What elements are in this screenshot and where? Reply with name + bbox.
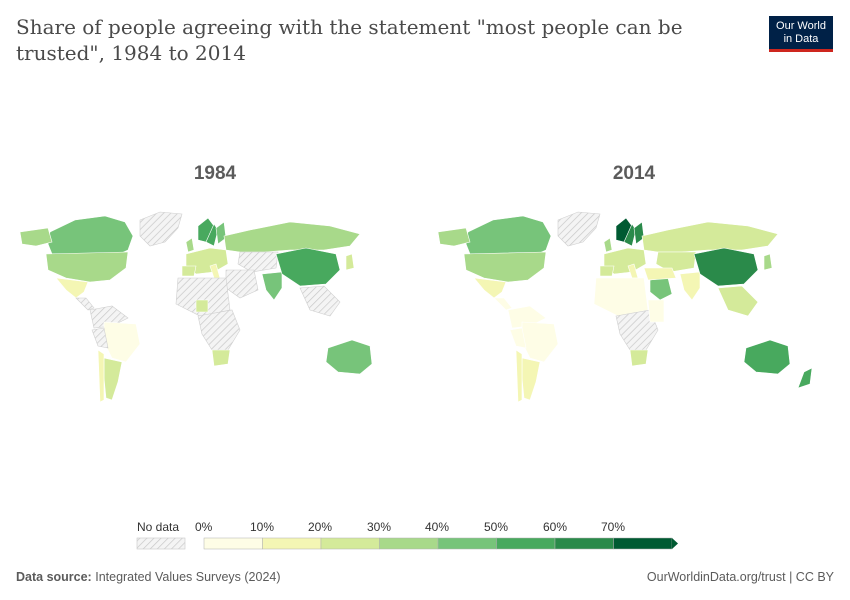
legend-bin-5[interactable]	[496, 537, 556, 550]
world-maps	[19, 211, 813, 403]
region-middle-east[interactable]	[225, 269, 259, 299]
region-south-africa[interactable]	[211, 349, 231, 367]
legend-bin-0[interactable]	[203, 537, 263, 550]
region-east-africa-2014[interactable]	[647, 299, 665, 323]
region-brazil-2014[interactable]	[521, 321, 559, 363]
legend-arrow	[672, 538, 678, 549]
region-uk-2014[interactable]	[603, 237, 613, 253]
region-spain-2014[interactable]	[599, 265, 615, 277]
logo-line-2: in Data	[783, 33, 819, 45]
footer-source: Data source: Integrated Values Surveys (…	[16, 570, 281, 584]
region-argentina-2014[interactable]	[521, 357, 541, 401]
region-china-2014[interactable]	[693, 247, 759, 287]
panel-title-1984: 1984	[193, 163, 237, 184]
region-central-america-2014[interactable]	[493, 297, 513, 311]
legend-bin-7[interactable]	[613, 537, 673, 550]
region-south-america-north-2014[interactable]	[507, 305, 547, 329]
footer-source-text[interactable]: Integrated Values Surveys (2024)	[95, 570, 281, 584]
region-canada[interactable]	[47, 215, 134, 257]
map-2014	[437, 211, 813, 403]
region-australia-2014[interactable]	[743, 339, 791, 375]
region-brazil[interactable]	[103, 321, 141, 363]
region-india[interactable]	[261, 271, 283, 301]
region-saudi-arabia-2014[interactable]	[649, 277, 673, 301]
region-nigeria[interactable]	[195, 299, 209, 313]
region-uk[interactable]	[185, 237, 195, 253]
legend-tick-60: 60%	[543, 520, 568, 534]
legend-tick-50: 50%	[484, 520, 509, 534]
region-north-africa-2014[interactable]	[593, 277, 649, 317]
logo-line-1: Our World	[776, 20, 826, 32]
region-mexico[interactable]	[55, 277, 89, 299]
owid-logo[interactable]: Our World in Data	[769, 16, 833, 52]
region-south-africa-2014[interactable]	[629, 349, 649, 367]
region-new-zealand-2014[interactable]	[797, 367, 813, 389]
region-japan-2014[interactable]	[763, 253, 773, 271]
region-mexico-2014[interactable]	[473, 277, 507, 299]
legend-tick-70: 70%	[601, 520, 626, 534]
region-japan[interactable]	[345, 253, 355, 271]
legend-bin-1[interactable]	[262, 537, 322, 550]
region-russia[interactable]	[223, 221, 361, 253]
region-argentina[interactable]	[103, 357, 123, 401]
footer-source-label: Data source:	[16, 570, 92, 584]
region-spain[interactable]	[181, 265, 197, 277]
chart-title: Share of people agreeing with the statem…	[16, 15, 683, 65]
region-southeast-asia[interactable]	[299, 285, 341, 317]
legend-bin-4[interactable]	[437, 537, 497, 550]
region-usa[interactable]	[45, 251, 129, 283]
region-southeast-asia-2014[interactable]	[717, 285, 759, 317]
legend-bin-6[interactable]	[554, 537, 614, 550]
region-greenland-2014[interactable]	[557, 211, 601, 247]
region-middle-east-2014[interactable]	[643, 267, 677, 281]
legend-tick-10: 10%	[250, 520, 275, 534]
region-peru-2014[interactable]	[509, 327, 527, 349]
region-central-africa[interactable]	[197, 309, 241, 351]
region-alaska[interactable]	[19, 227, 53, 247]
region-south-america-north[interactable]	[89, 305, 129, 329]
region-canada-2014[interactable]	[465, 215, 552, 257]
region-central-asia-2014[interactable]	[655, 251, 697, 273]
legend-tick-20: 20%	[308, 520, 333, 534]
region-chile[interactable]	[97, 349, 105, 403]
region-greenland[interactable]	[139, 211, 183, 247]
region-russia-2014[interactable]	[641, 221, 779, 253]
region-china[interactable]	[275, 247, 341, 287]
legend-tick-0: 0%	[195, 520, 213, 534]
legend	[136, 537, 678, 550]
region-peru[interactable]	[91, 327, 109, 349]
footer-right[interactable]: OurWorldinData.org/trust | CC BY	[646, 570, 834, 584]
region-alaska-2014[interactable]	[437, 227, 471, 247]
region-central-asia[interactable]	[237, 251, 279, 273]
legend-bin-3[interactable]	[379, 537, 439, 550]
legend-tick-40: 40%	[425, 520, 450, 534]
legend-no-data-label: No data	[137, 520, 180, 534]
region-india-2014[interactable]	[679, 271, 701, 301]
region-usa-2014[interactable]	[463, 251, 547, 283]
region-chile-2014[interactable]	[515, 349, 523, 403]
legend-no-data-swatch[interactable]	[136, 537, 186, 550]
panel-title-2014: 2014	[612, 163, 656, 184]
legend-bin-2[interactable]	[320, 537, 380, 550]
region-central-america[interactable]	[75, 297, 95, 311]
map-1984	[19, 211, 373, 403]
legend-tick-30: 30%	[367, 520, 392, 534]
region-australia[interactable]	[325, 339, 373, 375]
